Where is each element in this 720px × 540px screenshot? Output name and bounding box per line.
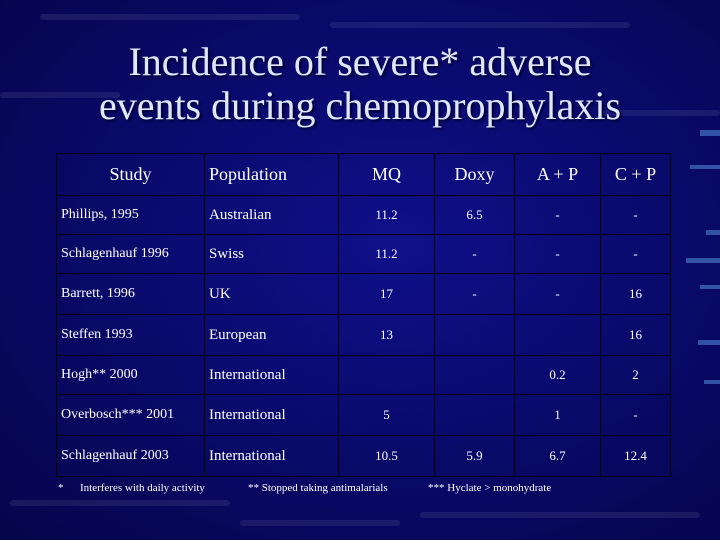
background-streak (10, 500, 230, 506)
population-cell: International (204, 435, 339, 477)
doxy-cell: 6.5 (434, 195, 515, 235)
mq-cell: 17 (338, 273, 435, 315)
ap-cell: - (514, 234, 601, 274)
header-study: Study (56, 153, 205, 196)
edge-decoration (700, 285, 720, 289)
edge-decoration (686, 258, 720, 263)
mq-cell: 10.5 (338, 435, 435, 477)
population-cell: Australian (204, 195, 339, 235)
cp-cell: 16 (600, 314, 671, 356)
mq-cell: 11.2 (338, 234, 435, 274)
table-row: Overbosch*** 2001 International 5 1 - (56, 394, 671, 436)
ap-cell (514, 314, 601, 356)
background-streak (600, 110, 720, 116)
table-row: Phillips, 1995 Australian 11.2 6.5 - - (56, 195, 671, 235)
title-line-1: Incidence of severe* adverse (128, 39, 592, 84)
cp-cell: 16 (600, 273, 671, 315)
population-cell: International (204, 394, 339, 436)
doxy-cell (434, 355, 515, 395)
population-cell: Swiss (204, 234, 339, 274)
background-streak (330, 22, 630, 28)
title-line-2: events during chemoprophylaxis (98, 83, 622, 128)
ap-cell: - (514, 273, 601, 315)
table-header-row: Study Population MQ Doxy A + P C + P (56, 153, 671, 196)
study-cell: Hogh** 2000 (56, 355, 205, 395)
mq-cell: 11.2 (338, 195, 435, 235)
study-cell: Barrett, 1996 (56, 273, 205, 315)
footnote-hyclate: *** Hyclate > monohydrate (428, 482, 552, 494)
slide-title: Incidence of severe* adverse events duri… (0, 40, 720, 128)
study-cell: Phillips, 1995 (56, 195, 205, 235)
ap-cell: 1 (514, 394, 601, 436)
mq-cell: 13 (338, 314, 435, 356)
table-row: Steffen 1993 European 13 16 (56, 314, 671, 356)
ap-cell: 6.7 (514, 435, 601, 477)
ap-cell: - (514, 195, 601, 235)
ap-cell: 0.2 (514, 355, 601, 395)
study-cell: Steffen 1993 (56, 314, 205, 356)
footnotes: * Interferes with daily activity ** Stop… (58, 482, 678, 500)
mq-cell: 5 (338, 394, 435, 436)
background-streak (40, 14, 300, 20)
population-cell: European (204, 314, 339, 356)
table-row: Barrett, 1996 UK 17 - - 16 (56, 273, 671, 315)
edge-decoration (700, 130, 720, 136)
edge-decoration (690, 165, 720, 169)
doxy-cell (434, 314, 515, 356)
population-cell: UK (204, 273, 339, 315)
background-streak (0, 92, 120, 98)
edge-decoration (704, 380, 720, 384)
table-row: Hogh** 2000 International 0.2 2 (56, 355, 671, 395)
study-cell: Schlagenhauf 2003 (56, 435, 205, 477)
header-cp: C + P (600, 153, 671, 196)
study-cell: Schlagenhauf 1996 (56, 234, 205, 274)
footnote-daily-activity: Interferes with daily activity (80, 482, 205, 494)
footnote-stopped-antimalarials: ** Stopped taking antimalarials (248, 482, 388, 494)
table-row: Schlagenhauf 1996 Swiss 11.2 - - - (56, 234, 671, 274)
cp-cell: - (600, 234, 671, 274)
header-mq: MQ (338, 153, 435, 196)
edge-decoration (706, 230, 720, 235)
population-cell: International (204, 355, 339, 395)
cp-cell: - (600, 394, 671, 436)
doxy-cell: - (434, 234, 515, 274)
header-doxy: Doxy (434, 153, 515, 196)
doxy-cell: 5.9 (434, 435, 515, 477)
cp-cell: - (600, 195, 671, 235)
cp-cell: 12.4 (600, 435, 671, 477)
mq-cell (338, 355, 435, 395)
header-population: Population (204, 153, 339, 196)
adverse-events-table: Study Population MQ Doxy A + P C + P Phi… (56, 153, 671, 477)
background-streak (420, 512, 700, 518)
cp-cell: 2 (600, 355, 671, 395)
table-row: Schlagenhauf 2003 International 10.5 5.9… (56, 435, 671, 477)
study-cell: Overbosch*** 2001 (56, 394, 205, 436)
doxy-cell (434, 394, 515, 436)
doxy-cell: - (434, 273, 515, 315)
background-streak (240, 520, 400, 526)
header-ap: A + P (514, 153, 601, 196)
footnote-star: * (58, 482, 64, 494)
edge-decoration (698, 340, 720, 345)
